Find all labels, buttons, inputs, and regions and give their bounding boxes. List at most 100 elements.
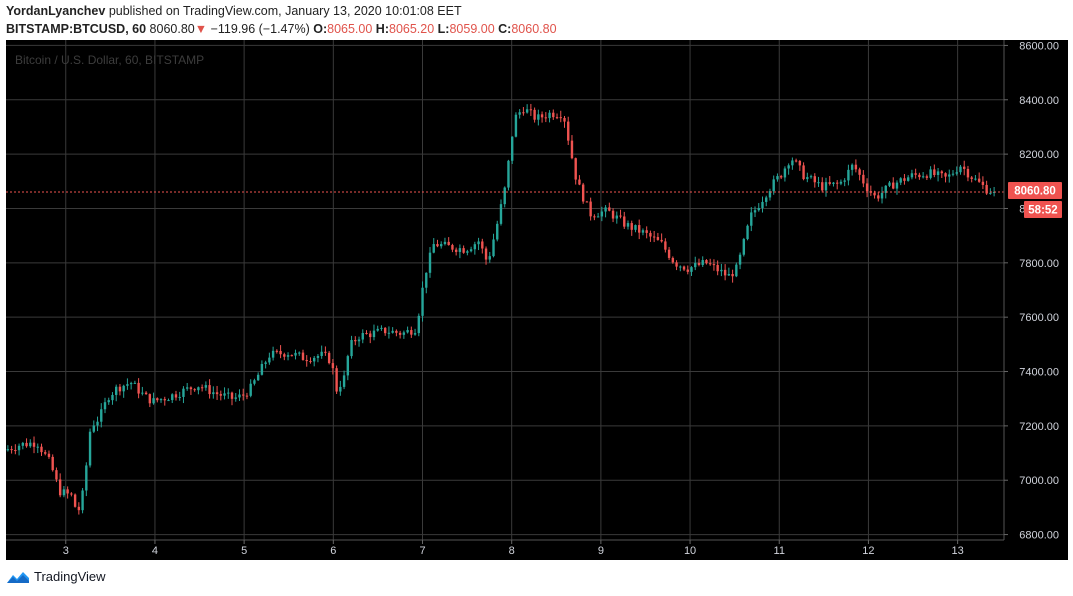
candle-up <box>126 384 129 386</box>
candle-up <box>951 173 955 175</box>
candle-up <box>694 262 697 268</box>
price-tick-label: 7600.00 <box>1019 312 1059 324</box>
tradingview-logo-icon[interactable] <box>6 570 30 584</box>
candle-up <box>62 489 66 496</box>
candle-up <box>85 465 88 491</box>
candle-up <box>260 363 264 375</box>
candle-down <box>608 207 611 211</box>
candle-up <box>787 165 790 169</box>
candle-up <box>339 386 342 392</box>
candle-up <box>294 352 297 356</box>
candle-down <box>940 171 944 174</box>
candle-up <box>36 446 39 448</box>
candle-down <box>77 506 81 511</box>
candle-up <box>413 333 417 335</box>
candle-up <box>421 287 424 316</box>
candle-up <box>223 393 226 396</box>
candle-down <box>193 389 196 391</box>
candle-up <box>906 177 910 181</box>
price-tick-label: 7200.00 <box>1019 421 1059 433</box>
candle-down <box>821 182 824 191</box>
candle-down <box>58 479 62 496</box>
candle-down <box>309 361 312 363</box>
candle-down <box>723 269 727 276</box>
candle-down <box>10 449 13 451</box>
candle-up <box>417 315 421 334</box>
time-axis[interactable] <box>6 540 1068 560</box>
candle-down <box>623 216 626 227</box>
candle-down <box>148 394 152 404</box>
candle-up <box>492 239 495 257</box>
candle-up <box>264 362 267 364</box>
candle-up <box>361 333 364 340</box>
candle-up <box>936 171 940 176</box>
candle-up <box>100 409 103 422</box>
candle-down <box>51 456 54 471</box>
brand-label[interactable]: TradingView <box>34 569 106 584</box>
publication-line: YordanLyanchev published on TradingView.… <box>6 4 462 18</box>
price-axis[interactable] <box>1004 40 1068 540</box>
candle-up <box>843 180 846 182</box>
price-chart[interactable]: 6800.00 7000.00 7200.00 7400.00 7600.00 7800.… <box>6 40 1068 560</box>
candle-up <box>847 169 850 181</box>
candle-up <box>880 192 884 199</box>
candle-down <box>705 260 708 264</box>
open-label: O: <box>313 22 328 36</box>
candle-down <box>858 169 861 175</box>
candle-up <box>21 442 25 446</box>
candle-up <box>107 400 110 403</box>
candle-down <box>55 470 58 480</box>
candle-down <box>305 359 308 362</box>
time-axis-labels: 3 4 5 6 7 8 9 10 11 12 13 <box>63 540 964 557</box>
candle-down <box>540 114 544 118</box>
candle-up <box>989 192 992 194</box>
candle-down <box>813 176 816 183</box>
candle-down <box>660 239 663 242</box>
symbol-name[interactable]: BITSTAMP:BTCUSD, 60 <box>6 22 147 36</box>
candle-up <box>974 178 977 180</box>
time-tick-label: 7 <box>419 545 425 557</box>
candle-up <box>850 164 854 170</box>
candle-up <box>440 244 443 247</box>
candle-down <box>667 249 671 258</box>
candle-up <box>357 339 361 342</box>
candle-up <box>380 327 383 329</box>
candle-down <box>563 117 566 122</box>
candle-up <box>955 172 958 174</box>
candle-down <box>985 184 988 194</box>
candle-up <box>286 355 290 357</box>
candle-up <box>679 266 682 268</box>
candle-up <box>750 212 753 226</box>
candle-up <box>473 244 477 250</box>
time-tick-label: 4 <box>152 545 158 557</box>
candle-up <box>884 185 887 193</box>
candle-up <box>402 332 406 335</box>
candle-up <box>753 210 757 213</box>
candle-up <box>115 386 118 395</box>
candle-up <box>783 168 787 178</box>
candle-up <box>466 251 469 253</box>
candle-up <box>727 274 731 276</box>
candle-down <box>933 169 936 176</box>
candle-up <box>817 182 820 184</box>
candle-down <box>25 442 28 447</box>
candle-down <box>533 109 536 120</box>
close-label: C: <box>498 22 512 36</box>
candle-down <box>731 274 734 277</box>
candle-up <box>234 397 237 399</box>
author-name[interactable]: YordanLyanchev <box>6 4 106 18</box>
candle-down <box>14 450 17 452</box>
candle-up <box>253 380 256 384</box>
candle-up <box>96 421 99 426</box>
candle-up <box>735 264 738 277</box>
candle-up <box>742 239 746 255</box>
candle-down <box>230 392 234 399</box>
candle-up <box>316 355 320 358</box>
candle-down <box>324 351 327 353</box>
candle-up <box>376 328 379 331</box>
candle-down <box>279 350 282 355</box>
candle-up <box>690 267 693 272</box>
candle-up <box>791 160 794 166</box>
candle-up <box>271 350 275 358</box>
candle-up <box>824 182 828 191</box>
